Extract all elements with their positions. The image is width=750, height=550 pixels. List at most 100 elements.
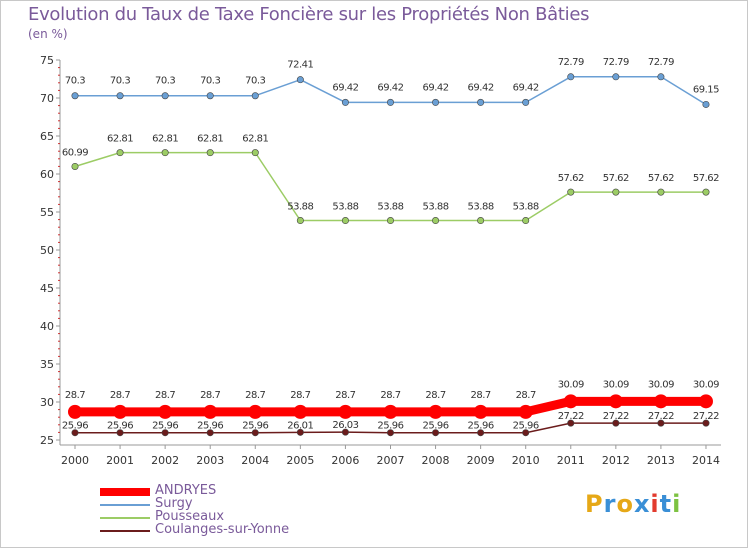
point-surgy	[116, 92, 124, 100]
point-surgy	[567, 73, 575, 81]
point-surgy	[251, 92, 259, 100]
point-coulanges-sur-yonne	[657, 419, 665, 427]
data-label-surgy: 69.42	[377, 82, 403, 93]
point-andryes	[608, 394, 623, 409]
data-label-coulanges-sur-yonne: 27.22	[558, 411, 584, 422]
data-label-andryes: 30.09	[693, 379, 719, 390]
point-surgy	[657, 73, 665, 81]
x-tick-label: 2004	[241, 454, 269, 467]
point-pousseaux	[657, 188, 665, 196]
data-label-pousseaux: 53.88	[422, 202, 448, 213]
data-label-andryes: 28.7	[516, 390, 536, 401]
data-label-andryes: 28.7	[425, 390, 445, 401]
point-coulanges-sur-yonne	[432, 429, 440, 437]
x-tick-label: 2006	[331, 454, 359, 467]
data-label-coulanges-sur-yonne: 27.22	[693, 411, 719, 422]
point-surgy	[432, 98, 440, 106]
point-pousseaux	[161, 149, 169, 157]
point-pousseaux	[702, 188, 710, 196]
data-label-andryes: 28.7	[380, 390, 400, 401]
point-coulanges-sur-yonne	[116, 429, 124, 437]
y-tick-label: 75	[40, 54, 54, 67]
x-tick-label: 2010	[512, 454, 540, 467]
point-andryes	[473, 404, 488, 419]
point-andryes	[113, 404, 128, 419]
point-pousseaux	[206, 149, 214, 157]
point-surgy	[522, 98, 530, 106]
data-label-andryes: 30.09	[558, 379, 584, 390]
data-label-surgy: 69.42	[422, 82, 448, 93]
point-pousseaux	[71, 162, 79, 170]
line-chart: 25 30 35 40 45 50 55 60 65 70 75 2000 2001 2002 2003 20…	[40, 54, 721, 467]
x-tick-label: 2011	[557, 454, 585, 467]
y-tick-label: 60	[40, 168, 54, 181]
data-label-pousseaux: 62.81	[242, 134, 268, 145]
point-andryes	[698, 394, 713, 409]
data-label-coulanges-sur-yonne: 26.01	[287, 420, 313, 431]
point-andryes	[338, 404, 353, 419]
data-label-surgy: 70.3	[155, 76, 175, 87]
point-andryes	[203, 404, 218, 419]
data-label-surgy: 70.3	[200, 76, 220, 87]
data-label-coulanges-sur-yonne: 25.96	[468, 421, 494, 432]
y-tick-label: 70	[40, 92, 54, 105]
data-label-coulanges-sur-yonne: 25.96	[422, 421, 448, 432]
data-label-pousseaux: 53.88	[332, 202, 358, 213]
x-tick-label: 2002	[151, 454, 179, 467]
data-label-pousseaux: 53.88	[377, 202, 403, 213]
point-pousseaux	[522, 217, 530, 225]
data-label-surgy: 69.15	[693, 84, 719, 95]
data-label-surgy: 72.79	[648, 57, 674, 68]
data-label-pousseaux: 57.62	[648, 173, 674, 184]
y-tick-label: 50	[40, 244, 54, 257]
point-andryes	[518, 404, 533, 419]
data-label-andryes: 28.7	[110, 390, 130, 401]
point-pousseaux	[612, 188, 620, 196]
x-tick-label: 2007	[376, 454, 404, 467]
data-label-coulanges-sur-yonne: 25.96	[242, 421, 268, 432]
data-label-andryes: 28.7	[200, 390, 220, 401]
point-coulanges-sur-yonne	[612, 419, 620, 427]
data-label-pousseaux: 60.99	[62, 147, 88, 158]
point-pousseaux	[477, 217, 485, 225]
y-tick-label: 40	[40, 320, 54, 333]
point-andryes	[563, 394, 578, 409]
point-pousseaux	[341, 217, 349, 225]
x-tick-label: 2005	[286, 454, 314, 467]
data-label-surgy: 70.3	[245, 76, 265, 87]
data-label-coulanges-sur-yonne: 25.96	[152, 421, 178, 432]
point-coulanges-sur-yonne	[477, 429, 485, 437]
data-label-pousseaux: 57.62	[693, 173, 719, 184]
legend-swatch	[100, 488, 150, 496]
chart-title: Evolution du Taux de Taxe Foncière sur l…	[28, 4, 590, 25]
y-tick-label: 55	[40, 206, 54, 219]
y-tick-label: 65	[40, 130, 54, 143]
point-andryes	[383, 404, 398, 419]
data-label-coulanges-sur-yonne: 25.96	[62, 421, 88, 432]
data-label-pousseaux: 53.88	[513, 202, 539, 213]
point-coulanges-sur-yonne	[161, 429, 169, 437]
point-coulanges-sur-yonne	[522, 429, 530, 437]
point-coulanges-sur-yonne	[296, 428, 304, 436]
data-label-pousseaux: 62.81	[107, 134, 133, 145]
legend-label: Coulanges-sur-Yonne	[155, 522, 290, 537]
data-label-coulanges-sur-yonne: 25.96	[107, 421, 133, 432]
x-tick-label: 2003	[196, 454, 224, 467]
data-label-andryes: 28.7	[155, 390, 175, 401]
x-tick-label: 2008	[422, 454, 450, 467]
legend-label: Surgy	[155, 496, 193, 511]
data-label-surgy: 70.3	[110, 76, 130, 87]
y-axis-unit: (en %)	[28, 27, 68, 41]
data-label-pousseaux: 62.81	[197, 134, 223, 145]
point-pousseaux	[386, 217, 394, 225]
point-coulanges-sur-yonne	[567, 419, 575, 427]
point-surgy	[477, 98, 485, 106]
point-surgy	[386, 98, 394, 106]
point-surgy	[341, 98, 349, 106]
data-label-andryes: 30.09	[603, 379, 629, 390]
data-label-coulanges-sur-yonne: 27.22	[648, 411, 674, 422]
point-surgy	[296, 76, 304, 84]
x-tick-label: 2009	[467, 454, 495, 467]
data-label-pousseaux: 57.62	[558, 173, 584, 184]
data-label-surgy: 69.42	[513, 82, 539, 93]
